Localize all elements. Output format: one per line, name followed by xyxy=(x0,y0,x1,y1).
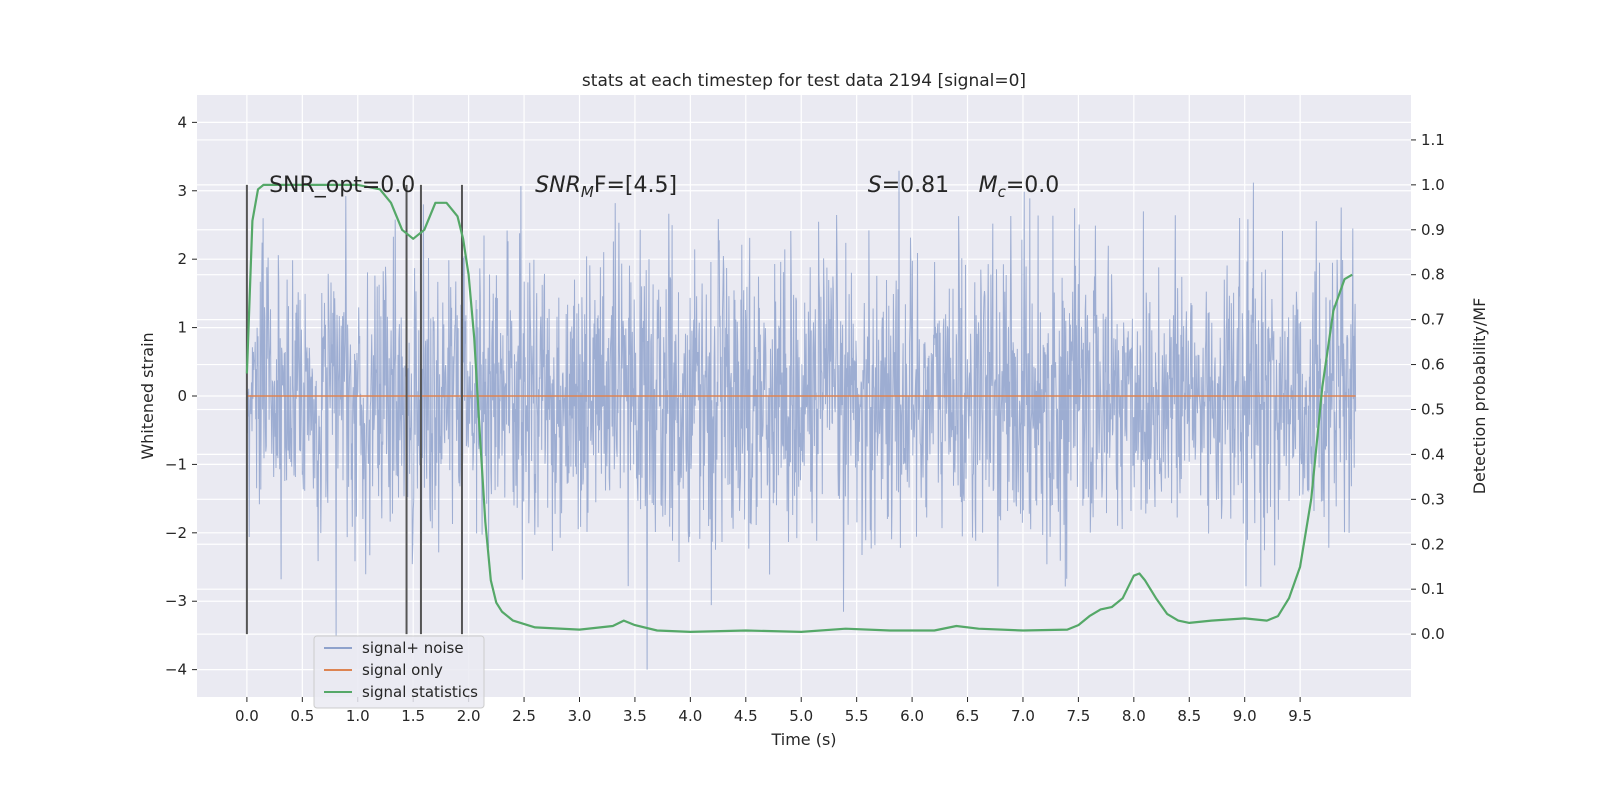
x-axis-label: Time (s) xyxy=(770,730,836,749)
y-axis-label: Whitened strain xyxy=(138,332,157,459)
x-tick-label: 7.5 xyxy=(1066,707,1090,725)
y-tick-label: −1 xyxy=(165,455,187,473)
y-tick-label: 3 xyxy=(177,182,187,200)
x-tick-label: 6.0 xyxy=(900,707,924,725)
x-tick-label: 3.5 xyxy=(623,707,647,725)
y2-tick-label: 0.3 xyxy=(1421,490,1445,508)
y2-axis-label: Detection probability/MF xyxy=(1470,298,1489,495)
x-tick-label: 9.5 xyxy=(1288,707,1312,725)
x-tick-label: 8.0 xyxy=(1122,707,1146,725)
y2-tick-label: 0.2 xyxy=(1421,535,1445,553)
y2-axis-ticks: 1.1 1.0 0.9 0.8 0.7 0.6 0.5 0.4 0.3 0.2 0.1 0.0 xyxy=(1411,131,1445,643)
y2-tick-label: 0.4 xyxy=(1421,445,1445,463)
annotation-1: SNRMF=[4.5] xyxy=(535,173,677,201)
y-tick-label: −2 xyxy=(165,524,187,542)
x-axis-ticks: 0.0 0.5 1.0 1.5 2.0 2.5 3.0 3.5 4.0 4.5 5.0 5.5 6.0 6… xyxy=(235,697,1312,725)
annotations: SNR_opt=0.0 SNRMF=[4.5] S=0.81 Mc=0.0 xyxy=(269,173,1059,201)
legend: signal+ noise signal only signal statist… xyxy=(313,635,485,709)
y2-tick-label: 0.6 xyxy=(1421,356,1445,374)
x-tick-label: 2.5 xyxy=(512,707,536,725)
annotation-0: SNR_opt=0.0 xyxy=(269,173,415,198)
y-axis-ticks: 4 3 2 1 0 −1 −2 −3 −4 xyxy=(165,113,197,679)
x-tick-label: 4.0 xyxy=(678,707,702,725)
legend-label-signal-only: signal only xyxy=(362,661,443,679)
y2-tick-label: 1.1 xyxy=(1421,131,1445,149)
x-tick-label: 4.5 xyxy=(734,707,758,725)
vertical-markers xyxy=(245,184,463,635)
signal-noise-line xyxy=(246,170,1357,670)
x-tick-label: 6.5 xyxy=(956,707,980,725)
y2-tick-label: 0.8 xyxy=(1421,266,1445,284)
x-tick-label: 5.5 xyxy=(845,707,869,725)
x-tick-label: 2.0 xyxy=(457,707,481,725)
legend-label-signal-noise: signal+ noise xyxy=(362,639,464,657)
x-tick-label: 7.0 xyxy=(1011,707,1035,725)
x-tick-label: 8.5 xyxy=(1177,707,1201,725)
y-tick-label: −4 xyxy=(165,661,187,679)
y2-tick-label: 1.0 xyxy=(1421,176,1445,194)
y2-tick-label: 0.0 xyxy=(1421,625,1445,643)
x-tick-label: 9.0 xyxy=(1233,707,1257,725)
x-tick-label: 3.0 xyxy=(568,707,592,725)
y2-tick-label: 0.7 xyxy=(1421,311,1445,329)
series-signal-statistics xyxy=(245,183,1353,634)
signal-statistics-line xyxy=(245,183,1353,634)
series-signal-noise xyxy=(246,170,1357,670)
x-tick-label: 0.0 xyxy=(235,707,259,725)
annotation-2: S=0.81 xyxy=(868,173,949,198)
legend-label-signal-statistics: signal statistics xyxy=(362,683,478,701)
annotation-3: Mc=0.0 xyxy=(979,173,1060,201)
y-tick-label: 1 xyxy=(177,319,187,337)
x-tick-label: 1.0 xyxy=(346,707,370,725)
x-tick-label: 1.5 xyxy=(401,707,425,725)
x-tick-label: 5.0 xyxy=(789,707,813,725)
chart-title: stats at each timestep for test data 219… xyxy=(582,71,1026,91)
y2-tick-label: 0.1 xyxy=(1421,580,1445,598)
x-tick-label: 0.5 xyxy=(290,707,314,725)
y-tick-label: 2 xyxy=(177,250,187,268)
y-tick-label: −3 xyxy=(165,592,187,610)
legend-box xyxy=(313,635,485,709)
y2-tick-label: 0.5 xyxy=(1421,400,1445,418)
y-tick-label: 0 xyxy=(177,387,187,405)
y2-tick-label: 0.9 xyxy=(1421,221,1445,239)
y-tick-label: 4 xyxy=(177,113,187,131)
